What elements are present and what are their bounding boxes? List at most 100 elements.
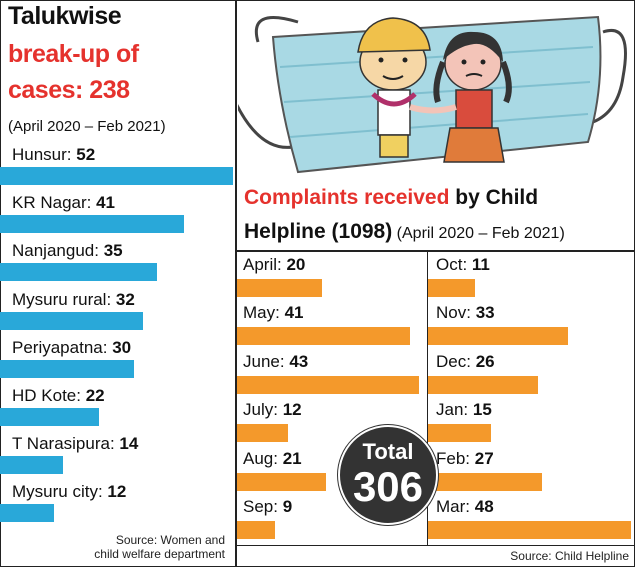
- month-column-divider: [427, 251, 428, 546]
- month-value-june: 43: [289, 351, 309, 371]
- month-name-oct: Oct:: [436, 255, 472, 274]
- month-bar-oct: [428, 279, 475, 297]
- taluk-name-hunsur: Hunsur:: [12, 145, 77, 164]
- month-name-aug: Aug:: [243, 448, 283, 468]
- month-bar-june: [237, 375, 419, 394]
- month-label-aug: Aug: 21: [243, 449, 302, 469]
- taluk-value-hd-kote: 22: [85, 386, 105, 405]
- taluk-label-hd-kote: HD Kote: 22: [12, 386, 105, 406]
- month-bar-july: [237, 424, 288, 443]
- taluk-title-line2: break-up of: [8, 40, 139, 68]
- taluk-value-periyapatna: 30: [112, 337, 132, 357]
- taluk-name-mysuru-city: Mysuru city:: [12, 482, 108, 502]
- month-bar-nov: [428, 327, 568, 346]
- month-label-mar: Mar: 48: [436, 497, 494, 517]
- taluk-bar-mysuru-rural: [0, 311, 143, 330]
- mask-illustration: [238, 15, 627, 174]
- complaints-title-period: (April 2020 – Feb 2021): [392, 225, 565, 242]
- taluk-label-hunsur: Hunsur: 52: [12, 145, 95, 165]
- month-bar-dec: [428, 375, 538, 394]
- month-value-sep: 9: [282, 497, 293, 516]
- taluk-subtitle: (April 2020 – Feb 2021): [8, 118, 166, 135]
- month-name-may: May:: [243, 303, 285, 323]
- month-value-july: 12: [282, 400, 302, 420]
- taluk-value-mysuru-city: 12: [107, 482, 127, 502]
- month-bar-jan: [428, 424, 491, 443]
- month-label-july: July: 12: [243, 400, 302, 420]
- month-value-may: 41: [284, 303, 304, 323]
- complaints-bottom-rule: [236, 545, 634, 546]
- month-value-nov: 33: [475, 303, 495, 323]
- complaints-top-rule: [236, 250, 634, 252]
- taluk-label-mysuru-rural: Mysuru rural: 32: [12, 290, 135, 310]
- helpline-source: Source: Child Helpline: [510, 549, 629, 563]
- taluk-bar-t-narasipura: [0, 456, 63, 475]
- month-bar-sep: [237, 521, 275, 539]
- taluk-value-mysuru-rural: 32: [115, 289, 135, 309]
- month-value-oct: 11: [471, 255, 490, 274]
- month-label-jan: Jan: 15: [436, 400, 492, 420]
- total-label: Total: [362, 439, 414, 464]
- taluk-name-mysuru-rural: Mysuru rural:: [12, 289, 116, 309]
- taluk-value-kr-nagar: 41: [96, 193, 116, 213]
- month-label-oct: Oct: 11: [436, 255, 490, 275]
- month-name-jan: Jan:: [436, 400, 473, 420]
- month-value-aug: 21: [282, 448, 302, 468]
- complaints-title-line2: Helpline (1098) (April 2020 – Feb 2021): [244, 220, 565, 244]
- month-label-may: May: 41: [243, 303, 303, 323]
- total-value: 306: [352, 463, 424, 510]
- taluk-label-mysuru-city: Mysuru city: 12: [12, 482, 126, 502]
- taluk-name-nanjangud: Nanjangud:: [12, 241, 104, 261]
- month-name-nov: Nov:: [436, 303, 476, 323]
- taluk-title-line3: cases: 238: [8, 76, 130, 104]
- taluk-bar-nanjangud: [0, 263, 157, 282]
- month-label-nov: Nov: 33: [436, 303, 495, 323]
- month-bar-feb: [428, 472, 542, 491]
- month-label-june: June: 43: [243, 352, 308, 372]
- month-label-feb: Feb: 27: [436, 449, 494, 469]
- taluk-label-periyapatna: Periyapatna: 30: [12, 338, 131, 358]
- month-bar-may: [237, 327, 410, 346]
- complaints-title-black: by Child: [449, 186, 539, 209]
- month-bar-mar: [428, 521, 631, 539]
- taluk-label-nanjangud: Nanjangud: 35: [12, 241, 123, 261]
- taluk-bar-hd-kote: [0, 408, 99, 426]
- taluk-name-periyapatna: Periyapatna:: [12, 337, 113, 357]
- taluk-title-line1: Talukwise: [8, 2, 122, 30]
- month-name-april: April:: [243, 255, 287, 274]
- month-name-dec: Dec:: [436, 351, 476, 371]
- taluk-name-kr-nagar: KR Nagar:: [12, 193, 97, 213]
- month-value-april: 20: [286, 255, 306, 274]
- month-value-mar: 48: [474, 497, 494, 516]
- taluk-bar-hunsur: [0, 167, 233, 185]
- month-name-sep: Sep:: [243, 497, 283, 516]
- month-label-april: April: 20: [243, 255, 305, 275]
- taluk-source-line2: child welfare department: [94, 547, 225, 561]
- month-value-jan: 15: [472, 400, 492, 420]
- taluk-bar-periyapatna: [0, 359, 134, 378]
- taluk-label-kr-nagar: KR Nagar: 41: [12, 193, 115, 213]
- taluk-name-hd-kote: HD Kote:: [12, 386, 86, 405]
- month-name-june: June:: [243, 351, 290, 371]
- taluk-source: Source: Women and child welfare departme…: [5, 533, 225, 561]
- month-value-feb: 27: [474, 448, 494, 468]
- month-label-sep: Sep: 9: [243, 497, 292, 517]
- month-name-july: July:: [243, 400, 283, 420]
- month-label-dec: Dec: 26: [436, 352, 495, 372]
- taluk-label-t-narasipura: T Narasipura: 14: [12, 434, 138, 454]
- taluk-source-line1: Source: Women and: [115, 533, 225, 547]
- panel-divider: [235, 0, 237, 567]
- complaints-title-red: Complaints received: [244, 186, 450, 209]
- taluk-bar-kr-nagar: [0, 215, 184, 234]
- taluk-name-t-narasipura: T Narasipura:: [12, 434, 120, 454]
- month-bar-aug: [237, 472, 326, 491]
- taluk-value-t-narasipura: 14: [119, 434, 139, 454]
- total-badge: Total 306: [338, 425, 438, 525]
- month-value-dec: 26: [475, 351, 495, 371]
- taluk-value-hunsur: 52: [76, 145, 96, 164]
- month-name-feb: Feb:: [436, 448, 475, 468]
- complaints-title-helpline: Helpline (1098): [244, 220, 393, 243]
- complaints-title-line1: Complaints received by Child: [244, 186, 538, 210]
- taluk-bar-mysuru-city: [0, 504, 54, 523]
- taluk-value-nanjangud: 35: [103, 241, 123, 261]
